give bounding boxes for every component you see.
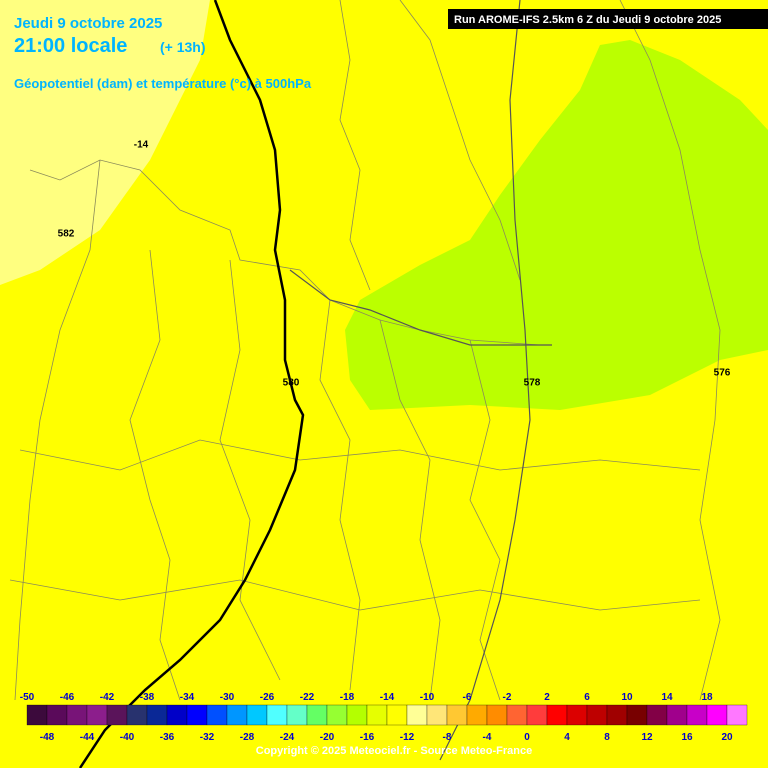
scale-swatch xyxy=(566,704,588,726)
scale-swatch xyxy=(166,704,188,726)
scale-label: -14 xyxy=(380,692,395,703)
scale-label: 14 xyxy=(661,692,673,703)
scale-swatch xyxy=(406,704,428,726)
scale-swatch xyxy=(626,704,648,726)
scale-label: 8 xyxy=(604,732,610,743)
scale-swatch xyxy=(686,704,708,726)
scale-swatch xyxy=(506,704,528,726)
scale-swatch xyxy=(206,704,228,726)
scale-swatch xyxy=(526,704,548,726)
contour-label: 576 xyxy=(714,368,731,379)
scale-swatch xyxy=(726,704,748,726)
scale-label: 6 xyxy=(584,692,590,703)
scale-label: -40 xyxy=(120,732,135,743)
scale-label: 12 xyxy=(641,732,653,743)
scale-swatch xyxy=(246,704,268,726)
scale-swatch xyxy=(146,704,168,726)
river-border xyxy=(439,0,531,761)
cool-region xyxy=(345,40,768,410)
scale-swatch xyxy=(546,704,568,726)
scale-label: 16 xyxy=(681,732,693,743)
scale-swatch xyxy=(706,704,728,726)
scale-swatch xyxy=(226,704,248,726)
scale-label: -38 xyxy=(140,692,155,703)
scale-label: -16 xyxy=(360,732,375,743)
scale-label: -42 xyxy=(100,692,115,703)
contour-label: -14 xyxy=(134,140,149,151)
scale-label: -4 xyxy=(483,732,492,743)
contours xyxy=(78,0,305,769)
scale-label: -10 xyxy=(420,692,435,703)
time: 21:00 locale xyxy=(14,35,127,57)
scale-swatch xyxy=(466,704,488,726)
scale-swatch xyxy=(446,704,468,726)
scale-label: -30 xyxy=(220,692,235,703)
scale-swatch xyxy=(286,704,308,726)
scale-swatch xyxy=(86,704,108,726)
national-border xyxy=(289,269,552,346)
contour-label: 582 xyxy=(58,229,75,240)
scale-swatch xyxy=(666,704,688,726)
scale-label: -36 xyxy=(160,732,175,743)
scale-swatch xyxy=(606,704,628,726)
scale-label: -18 xyxy=(340,692,355,703)
scale-swatch xyxy=(586,704,608,726)
scale-label: -24 xyxy=(280,732,295,743)
scale-label: -2 xyxy=(503,692,512,703)
scale-swatch xyxy=(366,704,388,726)
scale-label: -44 xyxy=(80,732,95,743)
run-info: Run AROME-IFS 2.5km 6 Z du Jeudi 9 octob… xyxy=(454,14,721,26)
subtitle: Géopotentiel (dam) et température (°c) à… xyxy=(14,76,312,91)
scale-swatch xyxy=(306,704,328,726)
scale-label: 2 xyxy=(544,692,550,703)
scale-swatch xyxy=(26,704,48,726)
scale-label: -6 xyxy=(463,692,472,703)
scale-swatch xyxy=(346,704,368,726)
scale-swatch xyxy=(426,704,448,726)
contour-label: 580 xyxy=(283,378,300,389)
scale-swatch xyxy=(386,704,408,726)
scale-swatch xyxy=(266,704,288,726)
warm-region xyxy=(0,0,210,285)
scale-label: -50 xyxy=(20,692,35,703)
scale-swatch xyxy=(486,704,508,726)
scale-swatch xyxy=(66,704,88,726)
date: Jeudi 9 octobre 2025 xyxy=(14,15,162,32)
color-scale: -50-48-46-44-42-40-38-36-34-32-30-28-26-… xyxy=(20,692,748,743)
scale-label: 0 xyxy=(524,732,530,743)
scale-label: -32 xyxy=(200,732,215,743)
lead-time: (+ 13h) xyxy=(160,39,206,55)
scale-label: -26 xyxy=(260,692,275,703)
scale-label: -46 xyxy=(60,692,75,703)
scale-swatch xyxy=(106,704,128,726)
scale-swatch xyxy=(186,704,208,726)
scale-label: -34 xyxy=(180,692,195,703)
copyright: Copyright © 2025 Meteociel.fr - Source M… xyxy=(256,745,532,757)
scale-swatch xyxy=(46,704,68,726)
scale-label: -28 xyxy=(240,732,255,743)
scale-label: 20 xyxy=(721,732,733,743)
scale-label: -8 xyxy=(443,732,452,743)
scale-swatch xyxy=(326,704,348,726)
borders xyxy=(9,0,721,701)
scale-label: 18 xyxy=(701,692,713,703)
scale-label: 10 xyxy=(621,692,633,703)
contour-label: 578 xyxy=(524,378,541,389)
scale-label: -22 xyxy=(300,692,315,703)
scale-label: -20 xyxy=(320,732,335,743)
scale-label: -48 xyxy=(40,732,55,743)
scale-label: 4 xyxy=(564,732,570,743)
scale-label: -12 xyxy=(400,732,415,743)
scale-swatch xyxy=(646,704,668,726)
scale-swatch xyxy=(126,704,148,726)
run-box xyxy=(448,9,768,29)
